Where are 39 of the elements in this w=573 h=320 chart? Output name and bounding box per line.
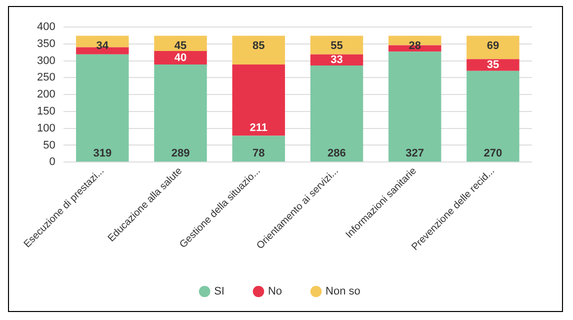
bar [76, 54, 129, 162]
y-tick-label: 0 [49, 156, 56, 168]
data-label: 33 [330, 54, 343, 66]
bar [466, 59, 520, 71]
data-label: 69 [486, 40, 500, 52]
bar [232, 36, 285, 64]
y-tick-label: 50 [43, 139, 56, 152]
bar [154, 50, 207, 64]
y-tick-label: 400 [36, 21, 56, 34]
data-label: 289 [171, 148, 190, 160]
legend-label: Non so [326, 286, 360, 298]
data-label: 319 [93, 148, 112, 160]
bar [154, 64, 207, 162]
bar [310, 36, 364, 54]
bar [154, 36, 207, 51]
data-label: 45 [174, 40, 187, 52]
data-label: 85 [252, 40, 265, 52]
y-tick-label: 150 [36, 105, 56, 118]
data-label: 55 [330, 40, 343, 52]
legend-label: No [268, 286, 282, 298]
bar [310, 66, 364, 162]
data-label: 78 [252, 148, 265, 160]
y-tick-label: 300 [36, 54, 56, 67]
y-tick-label: 250 [36, 72, 56, 84]
data-label: 211 [250, 122, 268, 134]
y-tick-label: 200 [36, 88, 56, 101]
bar [232, 64, 285, 136]
bar [466, 36, 520, 60]
y-tick-label: 100 [36, 122, 56, 134]
data-label: 270 [484, 148, 502, 160]
legend-label: SI [214, 286, 224, 298]
bar [232, 136, 285, 162]
data-label: 35 [486, 59, 500, 72]
data-label: 40 [174, 52, 187, 64]
data-label: 327 [406, 148, 424, 160]
y-tick-label: 350 [36, 38, 56, 50]
bar [388, 52, 442, 162]
bar [466, 70, 520, 162]
data-label: 286 [328, 148, 346, 160]
